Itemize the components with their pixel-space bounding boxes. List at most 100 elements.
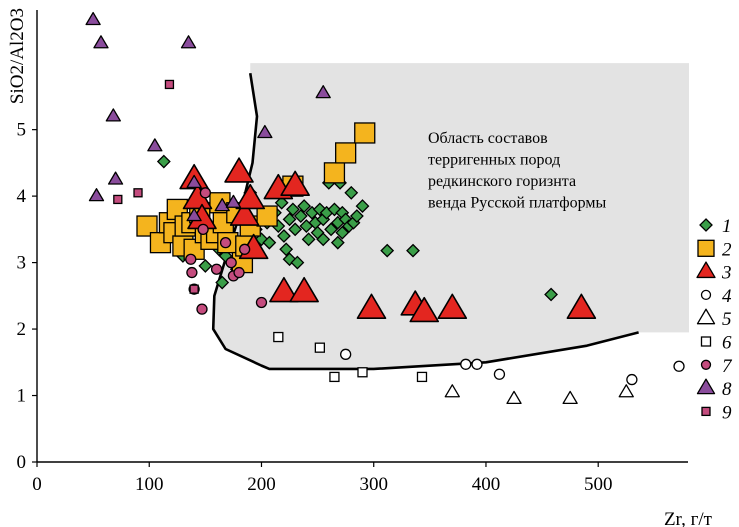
legend-label: 6 xyxy=(722,333,732,354)
data-point xyxy=(293,209,308,223)
legend-label: 7 xyxy=(722,356,733,377)
data-point xyxy=(344,185,359,200)
data-point xyxy=(269,276,299,303)
data-point xyxy=(262,235,277,250)
data-point xyxy=(471,358,483,370)
data-point xyxy=(238,243,251,255)
axes: 0 100 200 300 400 500 0 1 2 3 4 5 Zr, г/т SiO2/Al2O3 xyxy=(7,8,713,527)
data-point xyxy=(357,367,368,378)
data-point xyxy=(444,384,460,398)
legend-marker xyxy=(696,261,716,279)
annotation-line: редкинского горизнта xyxy=(428,173,576,190)
series-4 xyxy=(340,348,685,386)
data-point xyxy=(282,212,297,227)
data-point xyxy=(315,85,331,99)
data-point xyxy=(225,256,237,269)
data-point xyxy=(215,275,230,290)
data-point xyxy=(288,222,303,237)
data-point xyxy=(186,266,198,279)
data-point xyxy=(233,266,245,279)
data-point xyxy=(349,209,364,223)
series-6 xyxy=(273,331,428,383)
data-point xyxy=(255,296,268,309)
data-point xyxy=(355,199,370,214)
data-point xyxy=(340,348,352,360)
data-point xyxy=(219,236,232,249)
data-point xyxy=(133,188,143,198)
legend-marker xyxy=(700,359,712,370)
data-points xyxy=(85,11,685,405)
x-tick-label: 300 xyxy=(359,474,388,495)
data-point xyxy=(85,11,101,26)
data-point xyxy=(235,183,266,210)
legend-marker xyxy=(699,218,713,232)
data-point xyxy=(285,202,300,217)
data-point xyxy=(107,171,124,185)
data-point xyxy=(214,198,230,212)
data-point xyxy=(224,157,254,183)
data-point xyxy=(354,122,376,144)
data-point xyxy=(156,154,171,169)
field-annotation: Область составов терригенных пород редкинс… xyxy=(428,130,606,212)
data-point xyxy=(229,200,260,226)
data-point xyxy=(186,208,202,222)
data-point xyxy=(406,243,420,258)
data-point xyxy=(493,368,506,380)
data-point xyxy=(199,187,212,199)
data-point xyxy=(335,225,350,240)
data-point xyxy=(185,253,197,265)
field-area xyxy=(213,63,689,369)
series-8 xyxy=(85,11,331,222)
data-point xyxy=(186,174,202,188)
data-point xyxy=(437,293,468,319)
legend-label: 2 xyxy=(722,239,732,260)
data-point xyxy=(316,232,331,247)
data-point xyxy=(196,303,208,315)
data-point xyxy=(297,199,312,214)
data-point xyxy=(189,284,199,294)
data-point xyxy=(197,223,209,236)
data-point xyxy=(256,205,278,227)
series-5 xyxy=(444,384,634,405)
x-tick-label: 0 xyxy=(32,474,42,495)
data-point xyxy=(274,195,289,210)
data-point xyxy=(562,390,578,405)
legend-marker xyxy=(696,378,716,395)
series-9 xyxy=(113,79,199,294)
data-point xyxy=(88,188,105,202)
x-tick-label: 400 xyxy=(472,474,501,495)
data-point xyxy=(506,390,522,405)
data-point xyxy=(618,384,634,398)
data-point xyxy=(673,360,685,372)
data-point xyxy=(290,255,305,270)
legend-marker xyxy=(700,289,712,301)
legend-label: 3 xyxy=(721,263,732,284)
data-point xyxy=(257,124,273,139)
data-point xyxy=(180,35,197,49)
legend-marker xyxy=(696,308,716,325)
data-point xyxy=(356,293,387,319)
legend-marker xyxy=(700,336,712,347)
data-point xyxy=(409,296,440,323)
data-point xyxy=(314,342,325,353)
y-tick-label: 0 xyxy=(17,452,27,473)
data-point xyxy=(460,358,472,370)
composition-field xyxy=(211,63,689,371)
data-point xyxy=(329,371,340,383)
data-point xyxy=(301,232,316,247)
series-7 xyxy=(185,187,268,315)
data-point xyxy=(210,263,223,275)
data-point xyxy=(273,331,284,343)
x-tick-label: 200 xyxy=(247,474,276,495)
data-point xyxy=(566,293,597,319)
data-point xyxy=(113,194,123,205)
legend-label: 8 xyxy=(722,379,732,400)
y-tick-label: 1 xyxy=(17,386,27,407)
annotation-line: Область составов xyxy=(428,130,548,147)
data-point xyxy=(277,229,291,243)
data-point xyxy=(105,108,121,122)
annotation-line: терригенных пород xyxy=(428,152,560,169)
data-point xyxy=(626,373,638,386)
